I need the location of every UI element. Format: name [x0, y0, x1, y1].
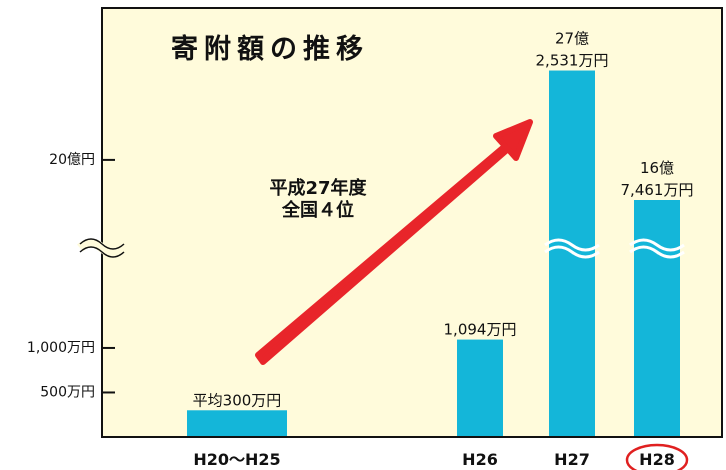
marks	[187, 70, 685, 438]
axis-break	[76, 238, 128, 258]
annotation: 平成27年度全国４位	[269, 177, 367, 221]
bar-break	[544, 245, 600, 259]
data-label: 27億 2,531万円	[536, 29, 609, 69]
x-tick-label: H27	[554, 450, 590, 469]
data-label: 16億 7,461万円	[621, 158, 694, 198]
bar	[634, 199, 680, 437]
axis-break	[79, 238, 125, 250]
data-label: 平均300万円	[193, 391, 282, 409]
arrow	[255, 119, 533, 365]
bar	[457, 339, 503, 437]
axis-break	[79, 246, 125, 258]
y-tick-label: 1,000万円	[27, 340, 95, 356]
y-tick-label: 20億円	[49, 152, 95, 168]
y-tick-label: 500万円	[40, 384, 95, 400]
x-tick-label: H28	[639, 450, 675, 469]
bar	[187, 410, 287, 437]
bar-break	[544, 238, 600, 252]
x-tick-label: H20〜H25	[193, 450, 280, 469]
data-label: 1,094万円	[444, 320, 517, 338]
chart-title: 寄附額の推移	[171, 33, 369, 65]
highlight-circle	[625, 443, 689, 470]
bar-break	[629, 245, 685, 259]
bar-break	[629, 238, 685, 252]
x-tick-label: H26	[462, 450, 498, 469]
